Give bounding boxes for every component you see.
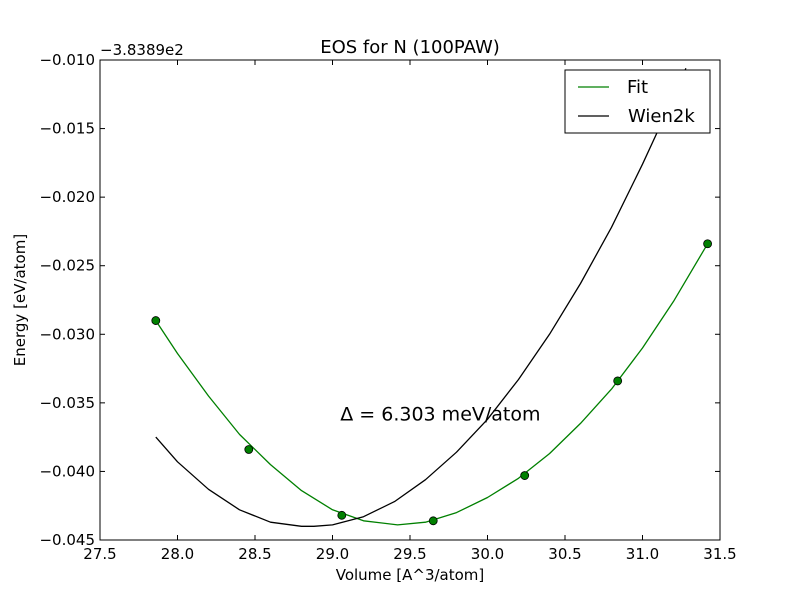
x-axis-ticks: 27.5 28.0 28.5 29.0 29.5 30.0 30.5 31.0 31.5 [83, 60, 737, 563]
data-point [151, 316, 161, 325]
y-tick-label: −0.045 [39, 531, 95, 549]
series-layer [155, 67, 709, 527]
data-point [337, 510, 347, 520]
x-tick-label: 28.0 [161, 545, 194, 563]
plot-frame [99, 59, 721, 541]
x-tick-label: 31.0 [626, 545, 659, 563]
x-tick-label: 27.5 [83, 545, 116, 563]
y-tick-label: −0.040 [39, 462, 95, 480]
data-point [520, 471, 530, 480]
marker-layer [151, 239, 712, 526]
y-tick-label: −0.020 [39, 188, 95, 206]
y-tick-label: −0.010 [39, 51, 95, 69]
data-point [428, 516, 438, 526]
y-tick-label: −0.030 [39, 325, 95, 343]
y-axis-title: Energy [eV/atom] [11, 234, 29, 366]
y-axis-ticks: −0.045 −0.040 −0.035 −0.030 −0.025 −0.020 −0.0… [39, 51, 720, 549]
x-tick-label: 30.5 [548, 545, 581, 563]
y-tick-label: −0.015 [39, 120, 95, 138]
series-line-fit [155, 243, 709, 526]
data-point [703, 239, 712, 249]
y-tick-label: −0.035 [39, 394, 95, 412]
x-tick-label: 29.5 [393, 545, 426, 563]
data-point [244, 445, 254, 454]
y-tick-label: −0.025 [39, 257, 95, 275]
chart-title: EOS for N (100PAW) [320, 37, 500, 58]
x-tick-label: 30.0 [471, 545, 504, 563]
legend-label-fit: Fit [627, 77, 648, 98]
x-tick-label: 29.0 [316, 545, 349, 563]
legend: Fit Wien2k [564, 69, 711, 134]
x-tick-label: 28.5 [238, 545, 271, 563]
y-offset-label: −3.8389e2 [100, 41, 184, 59]
delta-annotation: Δ = 6.303 meV/atom [340, 404, 540, 426]
series-line-wien2k [155, 67, 687, 527]
legend-box [564, 69, 711, 134]
data-point [613, 376, 623, 386]
legend-label-wien2k: Wien2k [628, 106, 695, 127]
x-axis-title: Volume [A^3/atom] [336, 566, 485, 584]
x-tick-label: 31.5 [703, 545, 736, 563]
